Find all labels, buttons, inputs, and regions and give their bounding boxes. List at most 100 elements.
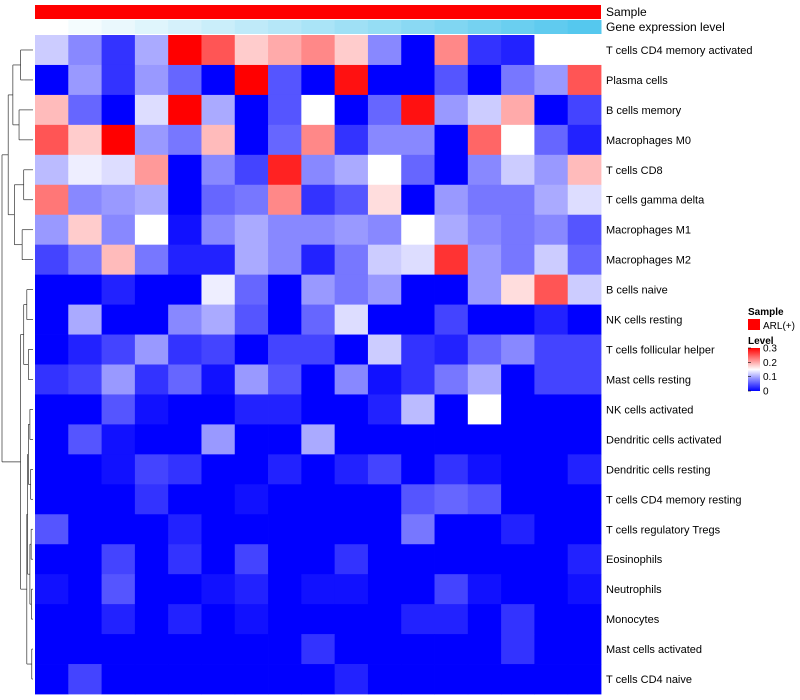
- heatmap-cell: [367, 364, 402, 395]
- heatmap-cell: [301, 454, 336, 485]
- heatmap-cell: [134, 394, 169, 425]
- heatmap-cell: [68, 184, 102, 216]
- heatmap-cell: [234, 634, 269, 665]
- heatmap-cell: [234, 334, 269, 365]
- heatmap-cell: [501, 94, 535, 126]
- heatmap-cell: [367, 424, 402, 455]
- heatmap-cell: [434, 124, 469, 156]
- track-expression-cell: [534, 20, 569, 34]
- heatmap-cell: [434, 424, 469, 455]
- heatmap-cell: [334, 424, 369, 455]
- heatmap-cell: [268, 544, 302, 575]
- heatmap-cell: [467, 514, 502, 545]
- legend-tick-label: 0: [763, 387, 769, 398]
- heatmap-cell: [567, 664, 602, 695]
- heatmap-cell: [534, 334, 569, 365]
- heatmap-cell: [168, 454, 202, 485]
- track-expression-cell: [35, 20, 69, 34]
- heatmap-cell: [401, 664, 435, 695]
- row-label: Neutrophils: [606, 584, 662, 596]
- heatmap-cell: [101, 64, 136, 96]
- track-expression-cell: [501, 20, 535, 34]
- heatmap-cell: [35, 424, 69, 455]
- heatmap-cell: [467, 214, 502, 246]
- track-expression-cell: [168, 20, 202, 34]
- heatmap-cell: [401, 484, 435, 515]
- heatmap-cell: [234, 574, 269, 605]
- heatmap-cell: [268, 664, 302, 695]
- heatmap-cell: [501, 364, 535, 395]
- heatmap-cell: [268, 604, 302, 635]
- heatmap-cell: [134, 544, 169, 575]
- legend-sample-title: Sample: [748, 307, 784, 318]
- heatmap-cell: [501, 274, 535, 305]
- heatmap-cell: [301, 634, 336, 665]
- heatmap-cell: [201, 184, 236, 216]
- heatmap-cell: [234, 664, 269, 695]
- heatmap-cell: [101, 544, 136, 575]
- heatmap-cell: [367, 604, 402, 635]
- heatmap-cell: [234, 514, 269, 545]
- heatmap-cell: [35, 64, 69, 96]
- row-label: T cells regulatory Tregs: [606, 524, 721, 536]
- heatmap-cell: [35, 484, 69, 515]
- heatmap-cell: [35, 124, 69, 156]
- heatmap-cell: [467, 274, 502, 305]
- heatmap-cell: [567, 364, 602, 395]
- track-expression-cell: [334, 20, 369, 34]
- heatmap-cell: [201, 124, 236, 156]
- heatmap-cell: [35, 184, 69, 216]
- track-expression-cell: [401, 20, 436, 34]
- heatmap-cell: [134, 484, 169, 515]
- heatmap-cell: [467, 574, 502, 605]
- heatmap-cell: [35, 94, 69, 126]
- heatmap-cell: [334, 184, 369, 216]
- heatmap-cell: [467, 94, 502, 126]
- heatmap-cell: [501, 634, 535, 665]
- heatmap-cell: [168, 64, 202, 96]
- heatmap-cell: [35, 154, 69, 186]
- heatmap-cell: [334, 154, 369, 186]
- heatmap-cell: [401, 124, 435, 156]
- heatmap-cell: [301, 394, 336, 425]
- heatmap-cell: [467, 664, 502, 695]
- heatmap-cell: [467, 424, 502, 455]
- heatmap-cell: [534, 274, 569, 305]
- heatmap-cell: [168, 574, 202, 605]
- heatmap-cell: [234, 154, 269, 186]
- heatmap-cell: [234, 35, 269, 66]
- track-expression-cell: [101, 20, 136, 34]
- heatmap-cell: [501, 454, 535, 485]
- heatmap-cell: [268, 574, 302, 605]
- heatmap-cell: [301, 574, 336, 605]
- heatmap-cell: [234, 424, 269, 455]
- heatmap-cell: [35, 664, 69, 695]
- heatmap-cell: [334, 214, 369, 246]
- heatmap-cell: [367, 574, 402, 605]
- heatmap-cell: [234, 544, 269, 575]
- heatmap-cell: [334, 94, 369, 126]
- heatmap-cell: [201, 35, 236, 66]
- heatmap-cell: [367, 124, 402, 156]
- heatmap-cell: [68, 274, 102, 305]
- heatmap-cell: [401, 364, 435, 395]
- heatmap-cell: [434, 394, 469, 425]
- heatmap-cell: [334, 364, 369, 395]
- heatmap-cell: [501, 514, 535, 545]
- heatmap-cell: [301, 244, 336, 276]
- heatmap-cell: [334, 604, 369, 635]
- heatmap-cell: [401, 544, 435, 575]
- heatmap-cell: [301, 184, 336, 216]
- heatmap-cell: [234, 394, 269, 425]
- row-label: T cells CD8: [606, 165, 663, 177]
- track-expression-cell: [567, 20, 602, 34]
- heatmap-cell: [268, 244, 302, 276]
- heatmap-cell: [367, 214, 402, 246]
- legend-tick-label: 0.1: [763, 372, 777, 383]
- heatmap-cell: [501, 394, 535, 425]
- heatmap-cell: [434, 544, 469, 575]
- heatmap-cell: [134, 364, 169, 395]
- track-expression-cell: [367, 20, 402, 34]
- heatmap-cell: [301, 124, 336, 156]
- heatmap-cell: [567, 424, 602, 455]
